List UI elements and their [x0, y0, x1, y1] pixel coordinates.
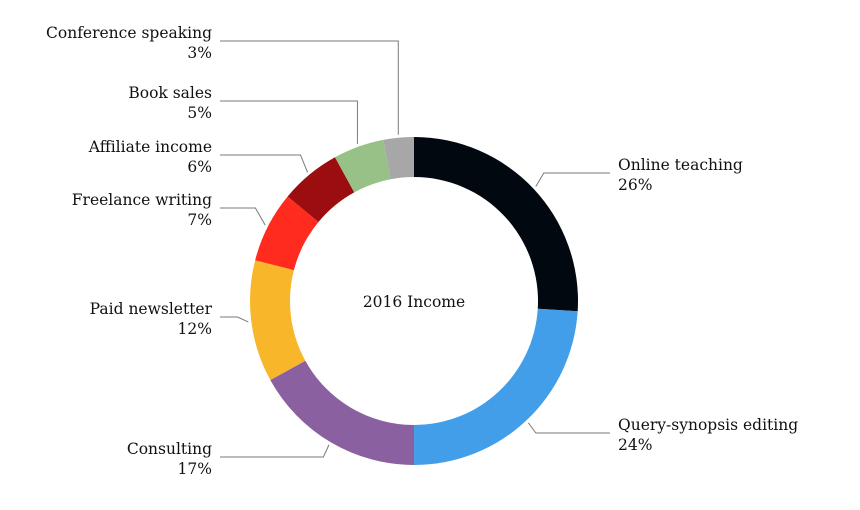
slice-book-sales	[334, 139, 391, 193]
slice-label-online-teaching: Online teaching	[618, 156, 743, 174]
slice-label-conference-speaking: Conference speaking	[46, 24, 212, 42]
slice-value-consulting: 17%	[178, 460, 212, 478]
slice-label-book-sales: Book sales	[128, 84, 212, 102]
slice-freelance-writing	[255, 196, 319, 271]
slice-value-online-teaching: 26%	[618, 176, 652, 194]
leader-line-book-sales	[220, 100, 358, 144]
donut-slices	[250, 137, 578, 465]
slice-conference-speaking	[383, 137, 414, 180]
leader-line-affiliate-income	[220, 154, 309, 173]
slice-value-query-synopsis-editing: 24%	[618, 436, 652, 454]
slice-label-paid-newsletter: Paid newsletter	[90, 300, 213, 318]
slice-online-teaching	[414, 137, 578, 312]
slice-value-affiliate-income: 6%	[187, 158, 212, 176]
leader-line-conference-speaking	[220, 40, 399, 135]
slice-value-freelance-writing: 7%	[187, 211, 212, 229]
slice-label-query-synopsis-editing: Query-synopsis editing	[618, 416, 798, 434]
slice-paid-newsletter	[250, 260, 306, 381]
leader-lines	[220, 40, 610, 458]
leader-line-online-teaching	[535, 172, 610, 187]
donut-center-label: 2016 Income	[363, 293, 465, 311]
slice-labels: Online teaching 26% Query-synopsis editing…	[46, 24, 798, 478]
slice-affiliate-income	[287, 157, 355, 222]
slice-value-paid-newsletter: 12%	[178, 320, 212, 338]
leader-line-query-synopsis-editing	[527, 422, 610, 434]
slice-value-conference-speaking: 3%	[187, 44, 212, 62]
slice-label-affiliate-income: Affiliate income	[88, 138, 212, 156]
leader-line-paid-newsletter	[220, 316, 249, 323]
slice-value-book-sales: 5%	[187, 104, 212, 122]
slice-label-freelance-writing: Freelance writing	[72, 191, 212, 209]
slice-label-consulting: Consulting	[127, 440, 212, 458]
leader-line-freelance-writing	[220, 207, 266, 226]
slice-query-synopsis-editing	[414, 308, 578, 465]
leader-line-consulting	[220, 444, 330, 458]
slice-consulting	[270, 360, 414, 465]
